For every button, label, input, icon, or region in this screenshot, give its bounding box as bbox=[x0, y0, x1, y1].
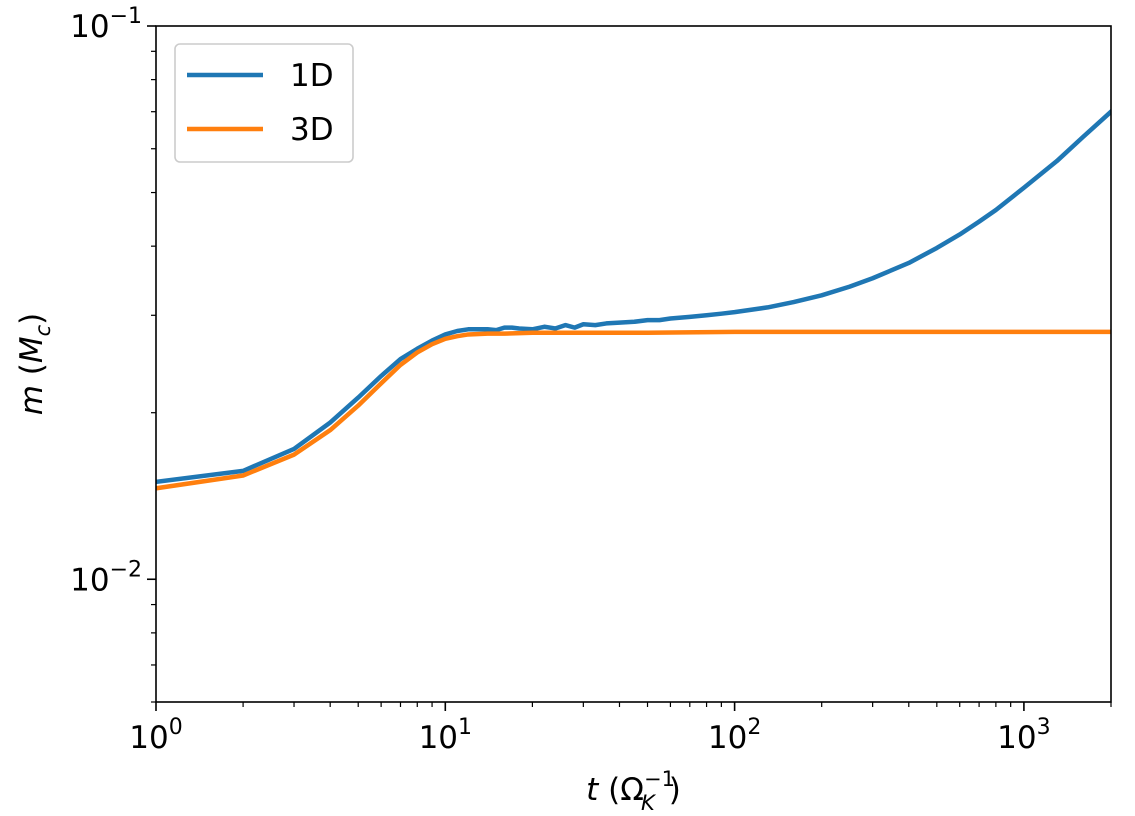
series-line-3d bbox=[156, 329, 1111, 491]
x-axis-label: t (Ω−1 K) bbox=[586, 767, 681, 815]
y-tick-label: 10−2 bbox=[70, 557, 142, 598]
y-tick-label: 10−1 bbox=[70, 4, 142, 45]
series-layer bbox=[156, 108, 1111, 491]
series-line-1d bbox=[156, 108, 1111, 485]
x-tick-label: 103 bbox=[997, 715, 1050, 756]
x-tick-label: 100 bbox=[129, 715, 182, 756]
x-tick-label: 101 bbox=[419, 715, 472, 756]
y-axis-label: m (Mc) bbox=[14, 313, 55, 416]
x-tick-label: 102 bbox=[708, 715, 761, 756]
labels-layer: 100 101 102 103 10−2 10−1 t (Ω−1 K) m (Mc) bbox=[14, 4, 1051, 815]
legend-label-1d: 1D bbox=[290, 58, 334, 94]
legend: 1D 3D bbox=[174, 43, 354, 163]
ticks-layer bbox=[147, 25, 1112, 711]
plot-frame bbox=[155, 25, 1112, 703]
legend-label-3d: 3D bbox=[290, 112, 334, 148]
